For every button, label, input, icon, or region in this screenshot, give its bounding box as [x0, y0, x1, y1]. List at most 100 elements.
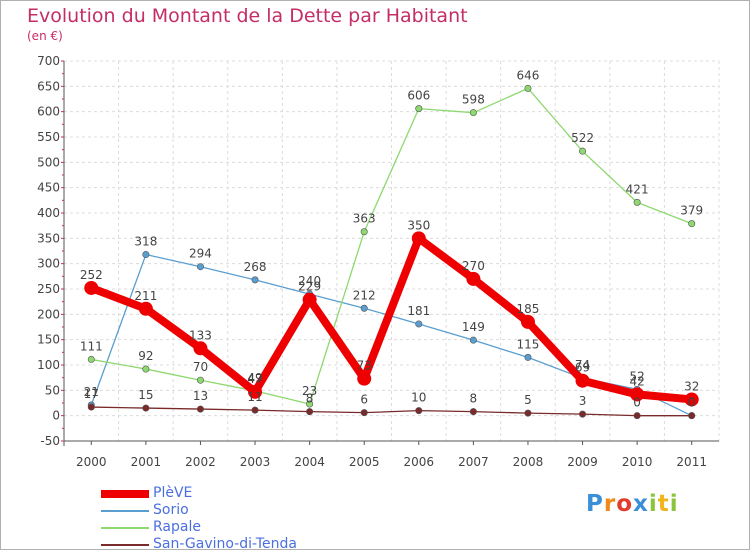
x-tick-label: 2004 [294, 455, 325, 469]
data-label-pleve: 32 [684, 379, 699, 393]
data-label-san-gavino: 0 [633, 396, 641, 410]
chart-subtitle: (en €) [27, 29, 63, 43]
data-point-pleve [684, 392, 699, 407]
data-point-san-gavino [633, 412, 641, 420]
data-point-sorio [524, 353, 532, 361]
data-label-san-gavino: 13 [193, 389, 208, 403]
x-tick-label: 2002 [185, 455, 216, 469]
y-tick-label: 450 [37, 181, 60, 195]
data-point-pleve [84, 280, 99, 295]
proxiti-logo: Proxiti [586, 491, 679, 517]
data-point-sorio [360, 304, 368, 312]
data-label-san-gavino: 11 [247, 390, 262, 404]
data-label-san-gavino: 6 [360, 393, 368, 407]
x-tick-label: 2010 [622, 455, 653, 469]
data-point-rapale [415, 105, 423, 113]
data-point-rapale [469, 109, 477, 117]
data-point-rapale [142, 365, 150, 373]
y-tick-label: 0 [52, 409, 60, 423]
x-tick-label: 2007 [458, 455, 489, 469]
data-label-san-gavino: 8 [306, 392, 314, 406]
legend-swatch-sorio [101, 510, 149, 512]
data-point-pleve [630, 387, 645, 402]
data-point-san-gavino [415, 407, 423, 415]
data-point-san-gavino [196, 405, 204, 413]
data-label-pleve: 185 [517, 302, 540, 316]
data-label-rapale: 421 [626, 182, 649, 196]
y-tick-label: 200 [37, 307, 60, 321]
data-label-rapale: 606 [407, 89, 430, 103]
data-label-pleve: 42 [629, 374, 644, 388]
y-tick-label: 100 [37, 358, 60, 372]
y-tick-label: 700 [37, 54, 60, 68]
data-point-san-gavino [87, 403, 95, 411]
data-point-rapale [688, 220, 696, 228]
x-tick-label: 2001 [131, 455, 162, 469]
data-point-san-gavino [579, 410, 587, 418]
data-label-sorio: 52 [629, 369, 644, 383]
data-point-pleve [248, 384, 263, 399]
x-tick-label: 2000 [76, 455, 107, 469]
legend-swatch-san-gavino [101, 544, 149, 546]
data-label-san-gavino: 5 [524, 393, 532, 407]
y-tick-label: 500 [37, 155, 60, 169]
legend-label-pleve: PlèVE [153, 485, 193, 501]
data-label-rapale: 598 [462, 93, 485, 107]
y-tick-label: -50 [40, 434, 60, 448]
legend-label-rapale: Rapale [153, 519, 201, 535]
data-label-san-gavino: 15 [138, 388, 153, 402]
data-point-san-gavino [524, 409, 532, 417]
series-line-rapale [90, 87, 693, 405]
data-label-sorio: 294 [189, 247, 212, 261]
data-point-san-gavino [306, 408, 314, 416]
data-point-pleve [302, 292, 317, 307]
data-point-rapale [196, 376, 204, 384]
legend-label-san-gavino: San-Gavino-di-Tenda [153, 536, 297, 552]
y-tick-label: 250 [37, 282, 60, 296]
data-point-rapale [306, 400, 314, 408]
data-label-san-gavino: 0 [688, 396, 696, 410]
data-label-san-gavino: 17 [84, 387, 99, 401]
data-label-sorio: 212 [353, 288, 376, 302]
y-tick-label: 550 [37, 130, 60, 144]
data-point-rapale [87, 355, 95, 363]
data-label-rapale: 363 [353, 212, 376, 226]
x-tick-label: 2008 [513, 455, 544, 469]
data-label-pleve: 69 [575, 361, 590, 375]
data-label-sorio: 268 [244, 260, 267, 274]
data-label-pleve: 229 [298, 280, 321, 294]
y-tick-label: 150 [37, 333, 60, 347]
data-point-san-gavino [688, 412, 696, 420]
data-point-pleve [520, 314, 535, 329]
x-tick-label: 2009 [567, 455, 598, 469]
data-label-san-gavino: 8 [470, 392, 478, 406]
legend-swatch-pleve [101, 490, 149, 498]
data-point-pleve [357, 371, 372, 386]
y-tick-label: 400 [37, 206, 60, 220]
series-line-pleve [87, 234, 696, 404]
data-label-sorio: 318 [134, 235, 157, 249]
data-label-pleve: 350 [407, 218, 430, 232]
x-tick-label: 2006 [404, 455, 435, 469]
data-label-sorio: 240 [298, 274, 321, 288]
series-line-san-gavino [90, 406, 693, 417]
data-label-pleve: 252 [80, 268, 103, 282]
data-label-rapale: 646 [517, 68, 540, 82]
data-label-rapale: 92 [138, 349, 153, 363]
y-tick-label: 600 [37, 105, 60, 119]
data-label-sorio: 21 [84, 385, 99, 399]
data-point-sorio [469, 336, 477, 344]
data-point-sorio [251, 276, 259, 284]
data-point-rapale [524, 84, 532, 92]
data-label-pleve: 73 [357, 359, 372, 373]
data-label-pleve: 211 [134, 289, 157, 303]
data-point-pleve [466, 271, 481, 286]
data-point-sorio [415, 320, 423, 328]
data-label-rapale: 379 [680, 204, 703, 218]
data-label-pleve: 47 [247, 372, 262, 386]
data-label-rapale: 70 [193, 360, 208, 374]
y-tick-label: 350 [37, 231, 60, 245]
data-point-pleve [193, 341, 208, 356]
data-point-pleve [138, 301, 153, 316]
